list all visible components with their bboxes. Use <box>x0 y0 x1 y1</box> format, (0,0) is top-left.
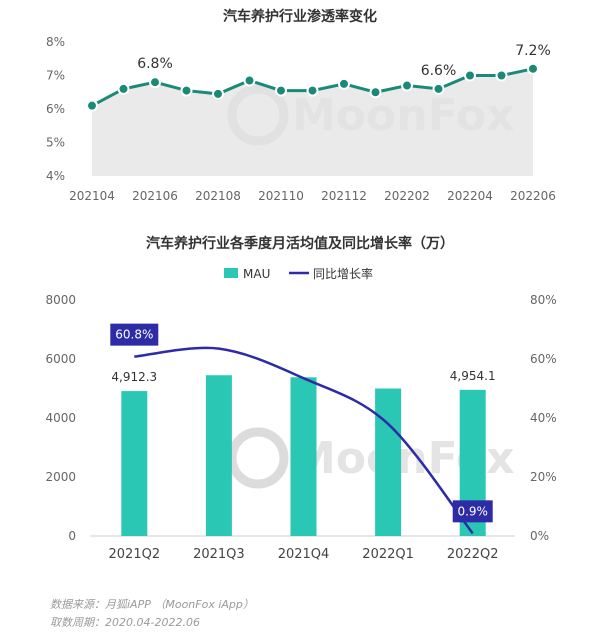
mau-bar <box>121 391 148 536</box>
penetration-chart-title: 汽车养护行业渗透率变化 <box>223 8 377 25</box>
x-tick-label: 2022Q2 <box>447 547 499 562</box>
data-point <box>527 62 539 75</box>
right-tick-label: 40% <box>530 411 557 425</box>
mau-bar <box>375 388 402 536</box>
mau-bars <box>121 375 486 536</box>
data-label: 6.8% <box>137 56 173 72</box>
right-tick-label: 0% <box>530 529 549 543</box>
legend-growth-label: 同比增长率 <box>313 266 373 281</box>
left-tick-label: 8000 <box>45 293 76 307</box>
mau-chart-title: 汽车养护行业各季度月活均值及同比增长率（万） <box>146 235 454 252</box>
legend-mau-label: MAU <box>243 267 270 281</box>
y-tick-label: 7% <box>46 69 65 83</box>
x-tick-label: 202104 <box>69 189 115 203</box>
data-point <box>432 82 445 95</box>
right-tick-label: 80% <box>530 293 557 307</box>
data-point <box>401 79 413 92</box>
growth-label-box <box>110 323 159 346</box>
left-tick-label: 2000 <box>45 470 76 484</box>
data-period-note: 取数周期：2020.04-2022.06 <box>50 616 200 629</box>
data-point <box>369 86 382 99</box>
y-tick-label: 4% <box>46 169 65 183</box>
bar-value-label: 4,912.3 <box>111 370 157 384</box>
data-point <box>149 76 161 89</box>
data-point <box>243 74 256 87</box>
mau-chart: 汽车养护行业各季度月活均值及同比增长率（万） MAU 同比增长率 MoonFox… <box>45 235 556 562</box>
x-tick-label: 202204 <box>447 189 493 203</box>
growth-label: 0.9% <box>457 504 488 518</box>
penetration-y-axis: 4% 5% 6% 7% 8% <box>46 35 65 183</box>
data-label: 6.6% <box>421 63 457 79</box>
data-point <box>306 84 319 97</box>
growth-line-labels: 60.8% 0.9% <box>110 323 493 523</box>
data-label: 7.2% <box>515 43 551 59</box>
data-point <box>86 99 98 112</box>
x-tick-label: 2021Q4 <box>278 547 330 562</box>
left-tick-label: 0 <box>68 529 76 543</box>
watermark-logo-ring <box>227 427 289 489</box>
penetration-x-axis: 202104 202106 202108 202110 202112 202202 2022… <box>69 189 556 203</box>
data-source-note: 数据来源：月狐iAPP （MoonFox iApp） <box>50 598 254 611</box>
x-tick-label: 202108 <box>195 189 241 203</box>
bar-value-label: 4,954.1 <box>450 369 496 383</box>
y-tick-label: 8% <box>46 35 65 49</box>
mau-left-axis: 0 2000 4000 6000 8000 <box>45 293 76 543</box>
mau-bar <box>205 375 232 536</box>
growth-label: 60.8% <box>115 328 153 342</box>
mau-bar-labels: 4,912.3 4,954.1 <box>111 369 495 384</box>
growth-line <box>134 346 474 535</box>
data-point <box>117 82 130 95</box>
x-tick-label: 2021Q3 <box>193 547 245 562</box>
growth-right-axis: 0% 20% 40% 60% 80% <box>530 293 557 543</box>
data-point <box>338 77 350 90</box>
mau-bar <box>290 377 317 536</box>
right-tick-label: 60% <box>530 352 557 366</box>
left-tick-label: 6000 <box>45 352 76 366</box>
x-tick-label: 2021Q2 <box>109 547 161 562</box>
x-tick-label: 2022Q1 <box>362 547 414 562</box>
x-tick-label: 202110 <box>258 189 304 203</box>
left-tick-label: 4000 <box>45 411 76 425</box>
x-tick-label: 202206 <box>510 189 556 203</box>
y-tick-label: 5% <box>46 136 65 150</box>
legend-mau-swatch <box>224 268 238 278</box>
x-tick-label: 202202 <box>384 189 430 203</box>
penetration-chart: 汽车养护行业渗透率变化 MoonFox 4%5%6%7%8% 202104202… <box>46 8 556 203</box>
penetration-area <box>92 68 533 176</box>
data-point <box>464 69 476 82</box>
x-tick-label: 202112 <box>321 189 367 203</box>
data-point <box>275 84 287 97</box>
right-tick-label: 20% <box>530 470 557 484</box>
penetration-data-labels: 6.8% 6.6% 7.2% <box>137 43 551 79</box>
penetration-points <box>86 62 539 112</box>
data-point <box>212 87 224 100</box>
growth-label-box <box>452 500 493 523</box>
y-tick-label: 6% <box>46 102 65 116</box>
data-point <box>180 84 193 97</box>
mau-legend: MAU 同比增长率 <box>224 266 373 281</box>
data-point <box>495 69 508 82</box>
mau-x-axis: 2021Q2 2021Q3 2021Q4 2022Q1 2022Q2 <box>109 547 499 562</box>
x-tick-label: 202106 <box>132 189 178 203</box>
